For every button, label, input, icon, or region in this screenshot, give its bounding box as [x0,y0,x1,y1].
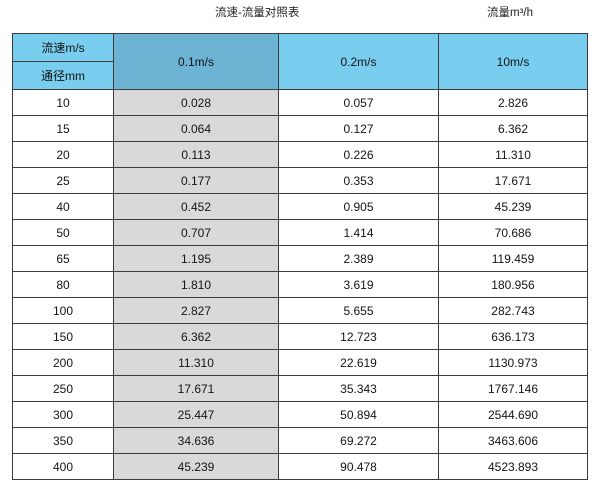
cell-flow-at-0-1: 17.671 [113,375,279,402]
table-container: 流速m/s 0.1m/s 0.2m/s 10m/s 通径mm 10 0.028 0.… [12,33,588,480]
cell-flow-at-10: 1767.146 [438,375,588,402]
cell-nominal-diameter: 40 [12,193,114,220]
cell-flow-at-10: 180.956 [438,271,588,298]
cell-flow-at-0-1: 45.239 [113,453,279,480]
cell-flow-at-0-2: 0.905 [278,193,439,220]
table-row: 150 6.362 12.723 636.173 [12,323,588,350]
flow-unit-label: 流量m³/h [487,7,533,19]
cell-flow-at-10: 45.239 [438,193,588,220]
cell-flow-at-0-2: 0.127 [278,115,439,142]
cell-flow-at-0-2: 69.272 [278,427,439,454]
header-diameter-label: 通径mm [12,61,114,90]
cell-nominal-diameter: 400 [12,453,114,480]
cell-flow-at-10: 70.686 [438,219,588,246]
header-row-bottom: 通径mm [12,61,588,90]
cell-flow-at-0-2: 50.894 [278,401,439,428]
cell-flow-at-0-1: 6.362 [113,323,279,350]
cell-flow-at-0-1: 34.636 [113,427,279,454]
table-row: 100 2.827 5.655 282.743 [12,297,588,324]
cell-nominal-diameter: 10 [12,89,114,116]
cell-flow-at-0-1: 0.064 [113,115,279,142]
cell-flow-at-0-1: 0.113 [113,141,279,168]
table-title: 流速-流量对照表 [215,7,300,19]
header-velocity-10: 10m/s [438,33,588,90]
flow-velocity-table: 流速m/s 0.1m/s 0.2m/s 10m/s 通径mm 10 0.028 0.… [12,33,588,480]
cell-flow-at-10: 2544.690 [438,401,588,428]
cell-flow-at-0-2: 1.414 [278,219,439,246]
table-row: 350 34.636 69.272 3463.606 [12,427,588,454]
cell-flow-at-0-1: 25.447 [113,401,279,428]
cell-flow-at-0-1: 2.827 [113,297,279,324]
cell-nominal-diameter: 250 [12,375,114,402]
cell-flow-at-0-1: 0.452 [113,193,279,220]
cell-flow-at-10: 282.743 [438,297,588,324]
table-row: 65 1.195 2.389 119.459 [12,245,588,272]
table-row: 15 0.064 0.127 6.362 [12,115,588,142]
cell-flow-at-0-1: 1.195 [113,245,279,272]
table-row: 10 0.028 0.057 2.826 [12,89,588,116]
table-row: 40 0.452 0.905 45.239 [12,193,588,220]
cell-nominal-diameter: 25 [12,167,114,194]
cell-flow-at-10: 3463.606 [438,427,588,454]
caption-bar: 流速-流量对照表 流量m³/h [0,0,600,32]
cell-flow-at-10: 636.173 [438,323,588,350]
cell-nominal-diameter: 20 [12,141,114,168]
cell-nominal-diameter: 80 [12,271,114,298]
cell-flow-at-0-1: 0.177 [113,167,279,194]
cell-nominal-diameter: 15 [12,115,114,142]
cell-flow-at-10: 6.362 [438,115,588,142]
cell-flow-at-0-2: 0.353 [278,167,439,194]
cell-flow-at-0-2: 2.389 [278,245,439,272]
cell-flow-at-0-1: 0.707 [113,219,279,246]
table-row: 20 0.113 0.226 11.310 [12,141,588,168]
table-header: 流速m/s 0.1m/s 0.2m/s 10m/s 通径mm [12,33,588,90]
table-body: 10 0.028 0.057 2.826 15 0.064 0.127 6.362 20 0.11… [12,89,588,480]
header-row-top: 流速m/s 0.1m/s 0.2m/s 10m/s [12,33,588,90]
cell-flow-at-0-1: 11.310 [113,349,279,376]
cell-flow-at-10: 2.826 [438,89,588,116]
cell-nominal-diameter: 50 [12,219,114,246]
cell-flow-at-10: 1130.973 [438,349,588,376]
cell-flow-at-0-1: 1.810 [113,271,279,298]
cell-flow-at-0-2: 5.655 [278,297,439,324]
cell-flow-at-0-1: 0.028 [113,89,279,116]
table-row: 25 0.177 0.353 17.671 [12,167,588,194]
cell-nominal-diameter: 300 [12,401,114,428]
table-row: 50 0.707 1.414 70.686 [12,219,588,246]
table-row: 80 1.810 3.619 180.956 [12,271,588,298]
table-row: 200 11.310 22.619 1130.973 [12,349,588,376]
cell-nominal-diameter: 100 [12,297,114,324]
cell-nominal-diameter: 65 [12,245,114,272]
header-velocity-0-1: 0.1m/s [113,33,279,90]
cell-nominal-diameter: 200 [12,349,114,376]
table-row: 250 17.671 35.343 1767.146 [12,375,588,402]
cell-flow-at-0-2: 35.343 [278,375,439,402]
cell-flow-at-0-2: 0.057 [278,89,439,116]
cell-nominal-diameter: 150 [12,323,114,350]
cell-flow-at-10: 17.671 [438,167,588,194]
cell-flow-at-0-2: 0.226 [278,141,439,168]
table-row: 300 25.447 50.894 2544.690 [12,401,588,428]
cell-flow-at-10: 11.310 [438,141,588,168]
cell-flow-at-10: 119.459 [438,245,588,272]
table-row: 400 45.239 90.478 4523.893 [12,453,588,480]
cell-flow-at-10: 4523.893 [438,453,588,480]
cell-flow-at-0-2: 22.619 [278,349,439,376]
cell-nominal-diameter: 350 [12,427,114,454]
cell-flow-at-0-2: 3.619 [278,271,439,298]
header-velocity-label: 流速m/s [12,33,114,62]
cell-flow-at-0-2: 12.723 [278,323,439,350]
cell-flow-at-0-2: 90.478 [278,453,439,480]
header-velocity-0-2: 0.2m/s [278,33,439,90]
